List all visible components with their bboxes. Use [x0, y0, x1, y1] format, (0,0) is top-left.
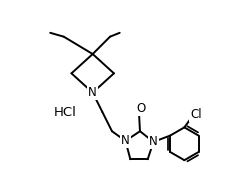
Text: HCl: HCl — [53, 106, 76, 119]
Text: N: N — [121, 134, 129, 147]
Text: N: N — [88, 86, 97, 99]
Text: Cl: Cl — [190, 108, 201, 121]
Text: O: O — [136, 102, 145, 115]
Text: N: N — [148, 135, 157, 148]
